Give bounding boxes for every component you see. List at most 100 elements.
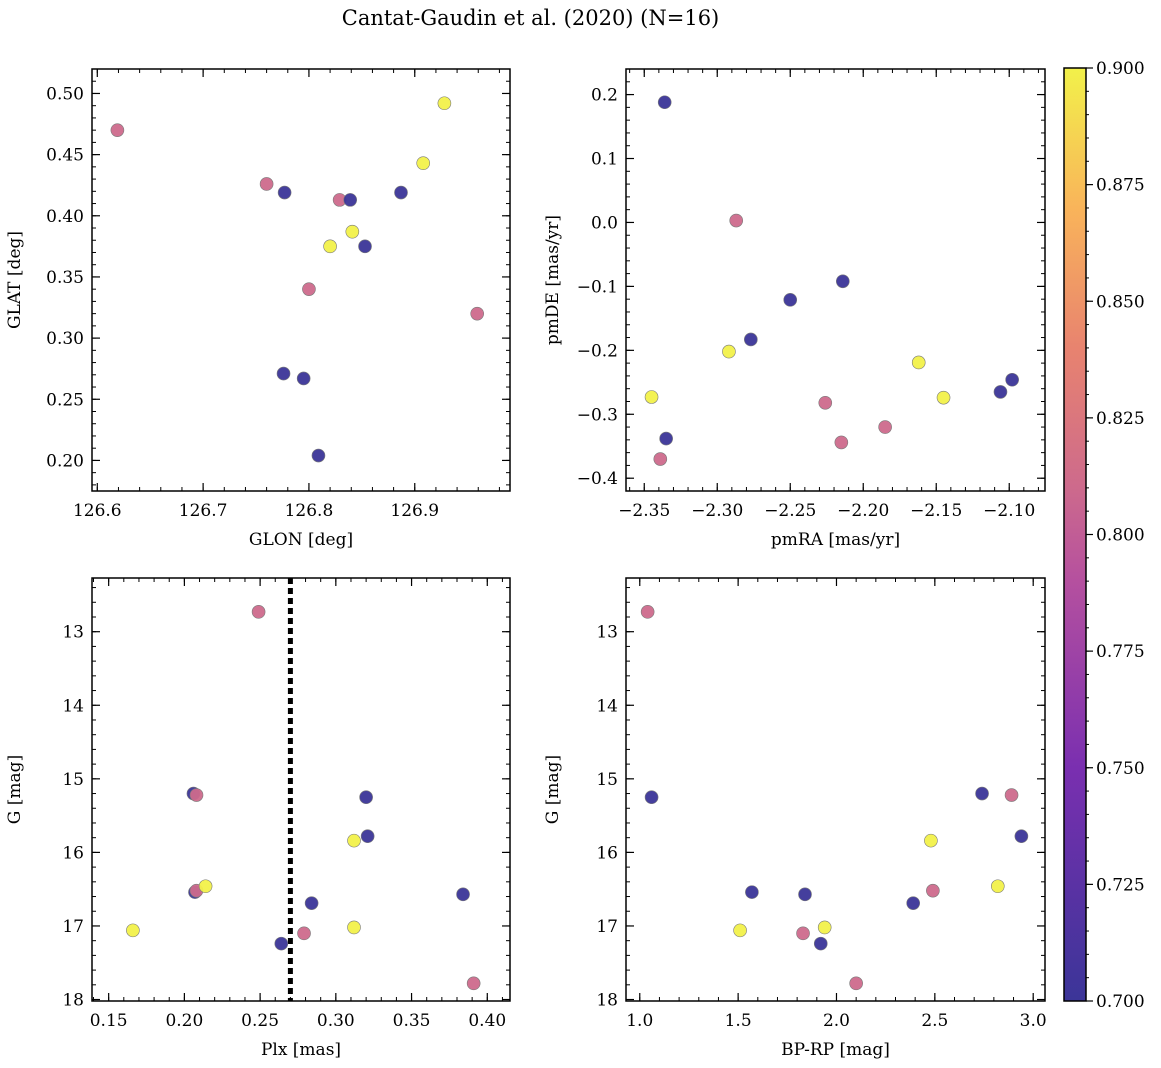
data-point [274,936,289,951]
data-point [343,193,358,207]
data-point [906,896,921,910]
data-point [345,224,360,239]
x-tick-label: 3.0 [1020,1011,1047,1031]
data-point [798,887,812,902]
data-point [911,355,926,370]
x-tick-label: 2.0 [823,1011,850,1031]
x-tick-label: 2.5 [921,1011,948,1031]
x-tick-label: 0.20 [165,1011,203,1031]
data-point [644,390,659,404]
data-point [456,887,470,902]
data-point [259,177,274,191]
x-axis-label: GLON [deg] [249,530,353,550]
y-tick-label: 14 [596,696,618,716]
panel-bprp-g: 1.0 1.5 2.0 2.5 3.0 13 14 15 16 17 18 BP-RP [mag] G … [543,577,1047,1060]
y-tick-label: 0.2 [591,86,618,106]
data-point [110,123,125,137]
x-tick-label: −2.30 [691,501,743,521]
data-point [323,239,337,254]
data-point [818,395,833,410]
data-point [126,923,140,938]
data-point [733,923,747,938]
y-tick-label: 0.1 [591,150,618,170]
x-tick-label: 0.25 [241,1011,279,1031]
data-point [926,883,940,898]
y-tick-label: 0.35 [46,268,84,288]
data-point [813,936,828,951]
colorbar-tick-label: 0.700 [1096,992,1145,1012]
x-tick-label: 1.5 [725,1011,752,1031]
colorbar-tick-label: 0.725 [1096,875,1145,895]
data-point [466,976,481,991]
data-point [644,790,659,805]
axes-frame [91,577,511,1002]
data-point [1014,829,1029,844]
data-point [796,926,810,941]
y-tick-label: 18 [596,991,618,1011]
y-tick-label: 17 [596,917,618,937]
colorbar-tick-label: 0.750 [1096,759,1145,779]
x-tick-label: −2.25 [764,501,816,521]
x-tick-label: 1.0 [626,1011,653,1031]
data-point [722,344,736,359]
data-point [360,829,375,844]
colorbar-tick-label: 0.850 [1096,292,1145,312]
x-tick-label: 126.6 [73,501,122,521]
colorbar-tick-label: 0.775 [1096,642,1145,662]
y-tick-label: 13 [596,623,618,643]
y-tick-label: 0.40 [46,207,84,227]
x-axis-label: pmRA [mas/yr] [771,530,900,550]
data-point [936,390,951,405]
y-axis-label: GLAT [deg] [5,231,25,329]
y-tick-label: 15 [596,770,618,790]
axes-frame [91,68,511,492]
colorbar-tick-label: 0.825 [1096,409,1145,429]
data-point [1004,788,1019,802]
colorbar-tick-label: 0.900 [1096,59,1145,79]
data-point [416,156,431,170]
data-point [470,306,484,321]
x-axis-label: BP-RP [mag] [781,1040,890,1060]
y-tick-label: 17 [62,917,84,937]
panel-pmra-pmde: −2.35 −2.30 −2.25 −2.20 −2.15 −2.10 −0.4 −0.3 −0… [543,68,1046,550]
data-point [745,885,759,899]
data-point [817,920,832,935]
data-point [302,282,316,296]
data-point [347,833,361,848]
data-point [849,976,863,991]
x-axis-label: Plx [mas] [261,1040,341,1060]
y-tick-label: −0.1 [577,277,618,297]
data-point [358,239,372,254]
data-point [437,96,452,111]
data-point [1005,372,1019,387]
y-tick-label: 16 [62,843,84,863]
data-point [729,213,744,228]
data-point [878,420,892,434]
data-point [297,926,311,941]
y-tick-label: 14 [62,696,84,716]
x-tick-label: −2.20 [837,501,889,521]
data-point [304,896,319,910]
x-tick-label: 0.30 [317,1011,355,1031]
colorbar-tick-label: 0.875 [1096,176,1145,196]
y-tick-label: 16 [596,843,618,863]
y-tick-label: −0.3 [577,405,618,425]
y-tick-label: 0.25 [46,390,84,410]
data-point [924,833,938,848]
data-point [347,920,361,935]
data-point [276,366,291,381]
data-point [783,293,798,307]
x-tick-label: −2.15 [910,501,962,521]
data-point [993,385,1008,399]
x-tick-label: 126.8 [285,501,334,521]
y-tick-label: 0.20 [46,451,84,471]
data-point [394,185,408,200]
axes-frame [625,68,1046,492]
data-point [359,790,373,805]
data-point [744,332,758,347]
panel-plx-g: 0.15 0.20 0.25 0.30 0.35 0.40 13 14 15 16 17 18 Plx … [5,577,511,1060]
y-tick-label: −0.4 [577,469,618,489]
data-point [198,879,213,894]
